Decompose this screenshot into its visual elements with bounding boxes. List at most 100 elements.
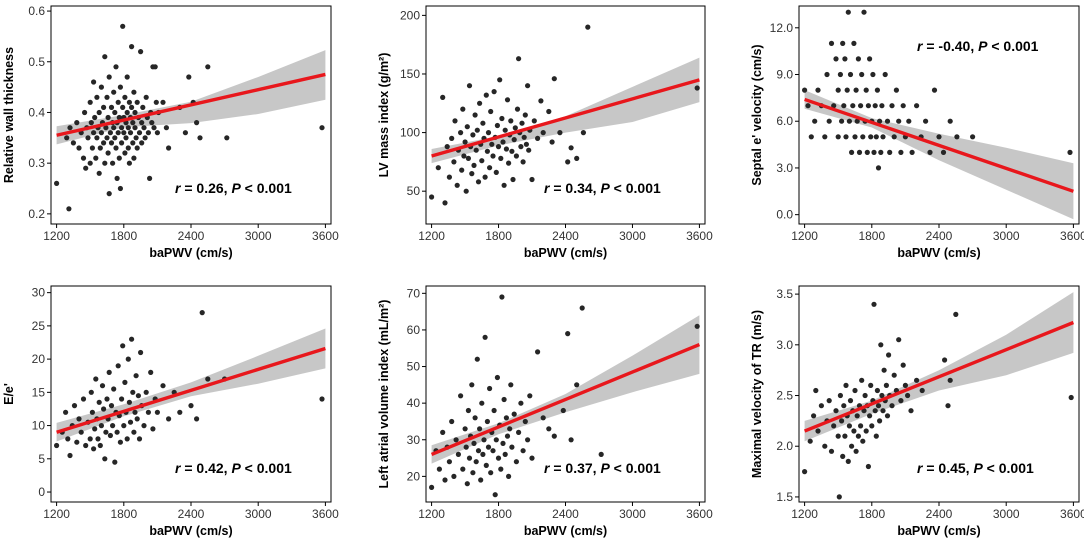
data-point bbox=[518, 144, 524, 150]
annotation-value: < 0.001 bbox=[241, 460, 292, 476]
data-point bbox=[839, 118, 845, 124]
data-point bbox=[521, 134, 527, 140]
y-tick-label: 30 bbox=[407, 433, 421, 447]
data-point bbox=[145, 130, 151, 136]
data-point bbox=[527, 393, 533, 399]
data-point bbox=[108, 403, 115, 409]
data-point bbox=[319, 125, 325, 131]
x-tick-label: 3000 bbox=[993, 229, 1020, 243]
panel-septal-e-velocity: 1200 1800 2400 3000 3600 0.0 3.0 6.0 9.0 12.0 baPW… bbox=[750, 5, 1084, 260]
annotation-symbol: P bbox=[600, 180, 610, 196]
data-point bbox=[91, 79, 97, 85]
data-point bbox=[919, 387, 925, 394]
data-point bbox=[927, 149, 933, 155]
data-point bbox=[460, 466, 466, 472]
data-point bbox=[509, 148, 515, 154]
data-point bbox=[511, 137, 517, 143]
y-tick-label: 2.0 bbox=[776, 439, 793, 453]
data-point bbox=[141, 423, 147, 429]
data-point bbox=[115, 363, 121, 369]
data-point bbox=[874, 387, 881, 394]
data-point bbox=[488, 470, 494, 476]
data-point bbox=[429, 194, 435, 200]
data-point bbox=[833, 56, 839, 62]
annotation-value: < 0.001 bbox=[610, 460, 661, 476]
data-point bbox=[64, 135, 70, 141]
data-point bbox=[83, 442, 89, 449]
annotation-value: < 0.001 bbox=[983, 460, 1034, 476]
x-tick-label: 3000 bbox=[993, 507, 1020, 521]
data-point bbox=[130, 389, 136, 395]
data-point bbox=[74, 120, 80, 126]
data-point bbox=[525, 437, 531, 443]
data-point bbox=[199, 310, 205, 316]
data-point bbox=[148, 369, 154, 375]
data-point bbox=[122, 94, 128, 100]
data-point bbox=[889, 403, 895, 409]
data-point bbox=[598, 451, 604, 457]
y-tick-label: 40 bbox=[407, 396, 421, 410]
annotation-symbol: P bbox=[600, 460, 610, 476]
data-point bbox=[464, 481, 470, 487]
x-tick-label: 3600 bbox=[312, 229, 339, 243]
data-point bbox=[510, 176, 516, 183]
data-point bbox=[905, 392, 911, 399]
data-point bbox=[442, 477, 448, 483]
data-point bbox=[461, 153, 467, 159]
data-point bbox=[111, 386, 117, 392]
data-point bbox=[102, 160, 108, 166]
y-tick-label: 1.5 bbox=[776, 490, 793, 504]
data-point bbox=[88, 389, 94, 395]
data-point bbox=[815, 87, 821, 93]
data-point bbox=[845, 458, 851, 464]
x-tick-label: 2400 bbox=[926, 229, 953, 243]
y-tick-label: 30 bbox=[32, 286, 46, 300]
data-point bbox=[514, 106, 521, 112]
data-point bbox=[850, 103, 856, 109]
data-point bbox=[92, 114, 98, 121]
annotation-symbol: r bbox=[917, 38, 924, 54]
data-point bbox=[878, 149, 884, 155]
data-point bbox=[574, 382, 580, 388]
data-point bbox=[113, 64, 119, 70]
data-point bbox=[873, 134, 879, 140]
data-point bbox=[484, 418, 490, 425]
data-point bbox=[516, 56, 522, 62]
data-point bbox=[947, 377, 953, 383]
data-point bbox=[126, 160, 132, 166]
data-point bbox=[493, 169, 499, 175]
data-point bbox=[861, 408, 867, 414]
data-point bbox=[511, 411, 517, 417]
data-point bbox=[529, 455, 535, 461]
data-point bbox=[108, 104, 115, 110]
x-axis-label: baPWV (cm/s) bbox=[897, 246, 980, 260]
data-point bbox=[847, 71, 854, 78]
data-point bbox=[970, 134, 976, 140]
data-point bbox=[166, 416, 172, 422]
data-point bbox=[855, 56, 862, 62]
data-point bbox=[879, 392, 885, 399]
data-point bbox=[822, 443, 828, 449]
y-tick-label: 2.5 bbox=[776, 389, 793, 403]
x-axis-label: baPWV (cm/s) bbox=[897, 524, 980, 538]
data-point bbox=[529, 176, 535, 183]
data-point bbox=[129, 336, 135, 342]
regression-line bbox=[431, 78, 700, 158]
data-point bbox=[942, 357, 948, 363]
data-point bbox=[134, 99, 140, 105]
data-point bbox=[478, 477, 484, 483]
data-point bbox=[867, 413, 873, 419]
data-point bbox=[442, 200, 448, 206]
data-point bbox=[115, 99, 121, 105]
data-point bbox=[519, 120, 525, 126]
data-point bbox=[474, 127, 480, 133]
data-point bbox=[475, 448, 482, 454]
data-point bbox=[101, 140, 107, 146]
data-point bbox=[551, 76, 557, 82]
x-tick-label: 1800 bbox=[858, 229, 885, 243]
data-point bbox=[129, 104, 135, 110]
data-point bbox=[884, 118, 891, 124]
x-tick-label: 3600 bbox=[1060, 229, 1084, 243]
y-tick-label: 9.0 bbox=[776, 68, 793, 82]
data-point bbox=[513, 459, 520, 465]
